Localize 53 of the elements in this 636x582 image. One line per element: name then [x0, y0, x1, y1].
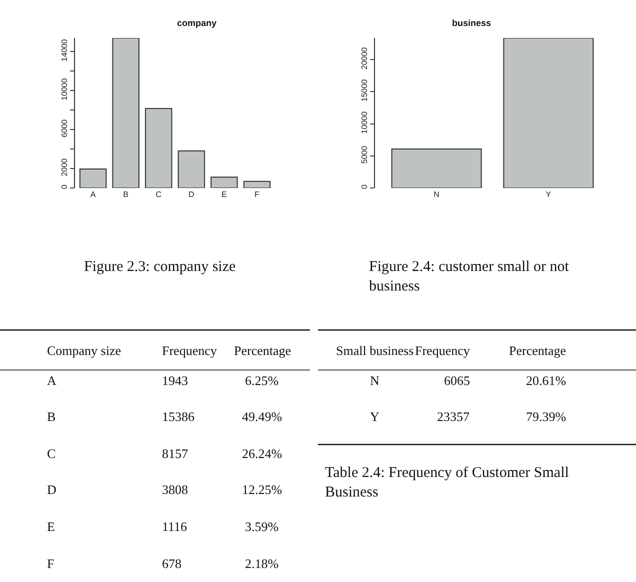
category-label: Y: [370, 409, 380, 424]
caption: Figure 2.3: company size: [84, 259, 236, 275]
category-label: N: [370, 373, 380, 388]
x-tick-label: A: [90, 190, 96, 199]
y-tick-label: 14000: [60, 38, 69, 62]
category-label: D: [47, 482, 56, 497]
text: Small business: [336, 343, 414, 358]
category-label: C: [47, 446, 56, 461]
text: 23357: [437, 409, 470, 424]
x-tick-label: Y: [546, 190, 552, 199]
x-tick-label: E: [222, 190, 227, 199]
text: 12.25%: [242, 482, 282, 497]
y-tick-label: 0: [60, 184, 69, 190]
text: 6.25%: [245, 373, 279, 388]
text: 1943: [162, 373, 188, 388]
y-tick-label: 0: [360, 184, 369, 190]
text: Frequency: [415, 343, 470, 358]
y-tick-label: 15000: [360, 78, 369, 102]
x-tick-label: N: [434, 190, 440, 199]
text: 20.61%: [526, 373, 566, 388]
text: 3.59%: [245, 519, 279, 534]
y-tick-label: 20000: [360, 46, 369, 70]
text: Percentage: [509, 343, 566, 358]
x-tick-label: F: [254, 190, 260, 199]
category-label: A: [47, 373, 56, 388]
y-tick-label: 2000: [60, 158, 69, 176]
text: Percentage: [234, 343, 292, 358]
y-tick-label: 10000: [360, 110, 369, 134]
chart-title: company: [177, 18, 217, 28]
y-tick-label: 5000: [360, 145, 369, 164]
text: Frequency: [162, 343, 218, 358]
category-label: F: [47, 556, 54, 571]
text: 678: [162, 556, 182, 571]
text: 2.18%: [245, 556, 279, 571]
text: 8157: [162, 446, 188, 461]
caption: Table 2.4: Frequency of Customer Small Business: [325, 465, 569, 500]
text: Company size: [47, 343, 122, 358]
text: 6065: [444, 373, 470, 388]
y-tick-label: 6000: [60, 118, 69, 138]
text: 15386: [162, 409, 195, 424]
category-label: E: [47, 519, 55, 534]
y-tick-label: 10000: [60, 78, 69, 100]
x-tick-label: D: [188, 190, 194, 199]
text: 79.39%: [526, 409, 566, 424]
x-tick-label: C: [156, 190, 162, 199]
category-label: B: [47, 409, 56, 424]
chart-title: business: [452, 18, 492, 28]
text: 49.49%: [242, 409, 282, 424]
x-tick-label: B: [123, 190, 128, 199]
text: 26.24%: [242, 446, 282, 461]
caption: Figure 2.4: customer small or not business: [369, 259, 570, 294]
text: 3808: [162, 482, 188, 497]
text: 1116: [162, 519, 188, 534]
